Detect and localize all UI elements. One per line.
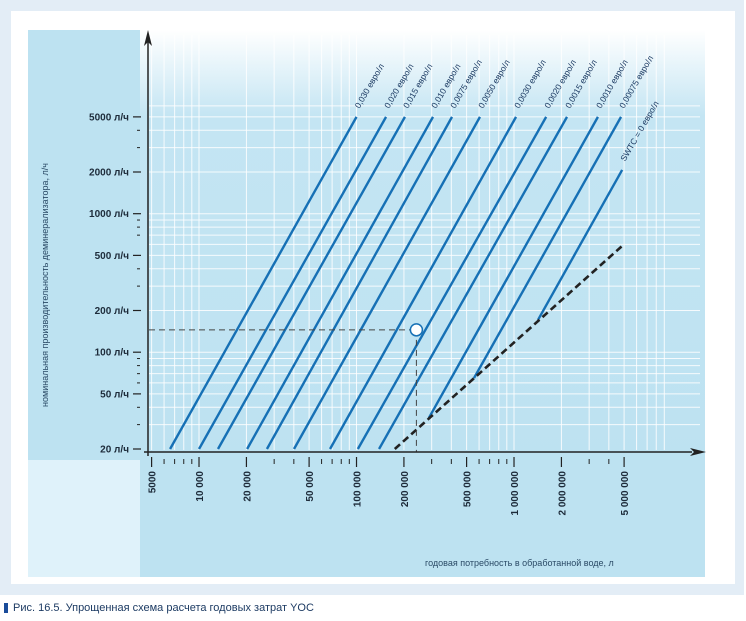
plot-area <box>140 30 705 460</box>
x-tick-label: 100 000 <box>353 471 364 508</box>
cost-line <box>472 116 623 379</box>
example-point <box>409 323 424 337</box>
grid-lines <box>149 35 700 450</box>
x-tick-label: 5000 <box>148 471 159 494</box>
x-tick-label: 2 000 000 <box>557 471 568 516</box>
nomogram-chart: 0,030 евро/л0,020 евро/л0,015 евро/л0,01… <box>28 30 706 577</box>
cost-line <box>216 116 406 450</box>
x-label-panel <box>140 460 705 577</box>
cost-line <box>292 116 482 450</box>
y-axis-arrow-icon <box>144 30 152 46</box>
cost-line <box>427 116 599 419</box>
cost-line <box>169 116 358 450</box>
x-tick-label: 5 000 000 <box>620 471 631 516</box>
y-tick-label: 200 л/ч <box>95 306 130 317</box>
caption-text: Рис. 16.5. Упрощенная схема расчета годо… <box>13 602 314 614</box>
x-tick-label: 200 000 <box>400 471 411 508</box>
y-label-panel <box>28 30 140 460</box>
chart-marks <box>149 116 624 452</box>
x-tick-label: 20 000 <box>242 471 253 502</box>
x-axis-title: годовая потребность в обработанной воде,… <box>425 558 614 568</box>
cost-line <box>197 116 388 450</box>
cost-line <box>377 116 569 450</box>
x-tick-label: 50 000 <box>305 471 316 502</box>
x-tick-label: 500 000 <box>463 471 474 508</box>
figure-caption: Рис. 16.5. Упрощенная схема расчета годо… <box>4 602 314 614</box>
y-tick-label: 1000 л/ч <box>89 209 129 220</box>
x-tick-label: 10 000 <box>195 471 206 502</box>
cost-line <box>328 116 518 450</box>
cost-line <box>246 116 435 450</box>
x-tick-label: 1 000 000 <box>510 471 521 516</box>
y-tick-label: 100 л/ч <box>95 348 130 359</box>
y-axis-title: номинальная производительность деминерал… <box>40 163 50 407</box>
corner-panel <box>28 460 140 577</box>
cost-line <box>536 169 624 321</box>
y-tick-label: 20 л/ч <box>100 445 129 456</box>
cost-line <box>356 116 548 450</box>
boundary-dashed-line <box>393 244 624 450</box>
x-axis-arrow-icon <box>690 448 706 456</box>
y-tick-label: 2000 л/ч <box>89 168 129 179</box>
y-tick-label: 50 л/ч <box>100 389 129 400</box>
cost-line <box>265 116 454 450</box>
axes <box>133 30 706 467</box>
y-tick-label: 5000 л/ч <box>89 112 129 123</box>
y-tick-label: 500 л/ч <box>95 251 130 262</box>
caption-marker-icon <box>4 603 8 613</box>
